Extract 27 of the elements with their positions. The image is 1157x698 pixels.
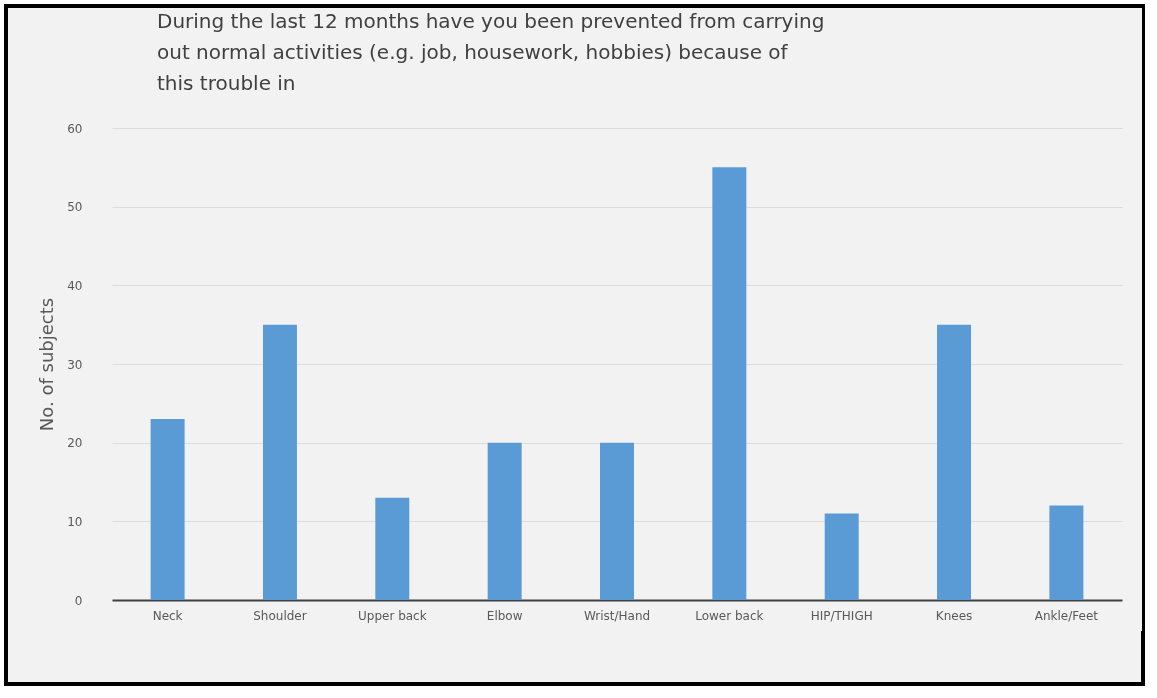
bar [937, 324, 972, 600]
bar [487, 442, 522, 600]
x-tick-label: HIP/THIGH [810, 608, 873, 623]
y-tick-label: 10 [67, 514, 83, 529]
bar [375, 497, 410, 600]
bar [150, 419, 185, 600]
y-tick-label: 0 [74, 593, 83, 608]
bar [1049, 505, 1084, 600]
y-tick-label: 50 [67, 200, 83, 215]
bar [600, 442, 634, 600]
x-tick-label: Ankle/Feet [1034, 608, 1099, 623]
bar [712, 167, 747, 600]
bar [262, 324, 297, 600]
x-tick-label: Knees [935, 608, 973, 623]
x-tick-label: Elbow [486, 608, 523, 623]
y-tick-label: 40 [67, 278, 83, 293]
y-tick-label: 30 [67, 357, 83, 372]
x-tick-label: Neck [152, 608, 183, 623]
bar [824, 513, 859, 600]
x-tick-label: Shoulder [253, 608, 307, 623]
y-tick-label: 60 [67, 121, 83, 136]
y-axis-title: No. of subjects [36, 297, 58, 432]
x-tick-label: Wrist/Hand [583, 608, 651, 623]
x-tick-label: Lower back [695, 608, 764, 623]
chart-title: During the last 12 months have you been prevented from carrying out normal activities (e.g. job, housework, hobbies) because of this trouble in [157, 9, 825, 95]
x-tick-label: Upper back [357, 608, 427, 623]
y-tick-label: 20 [67, 436, 83, 451]
